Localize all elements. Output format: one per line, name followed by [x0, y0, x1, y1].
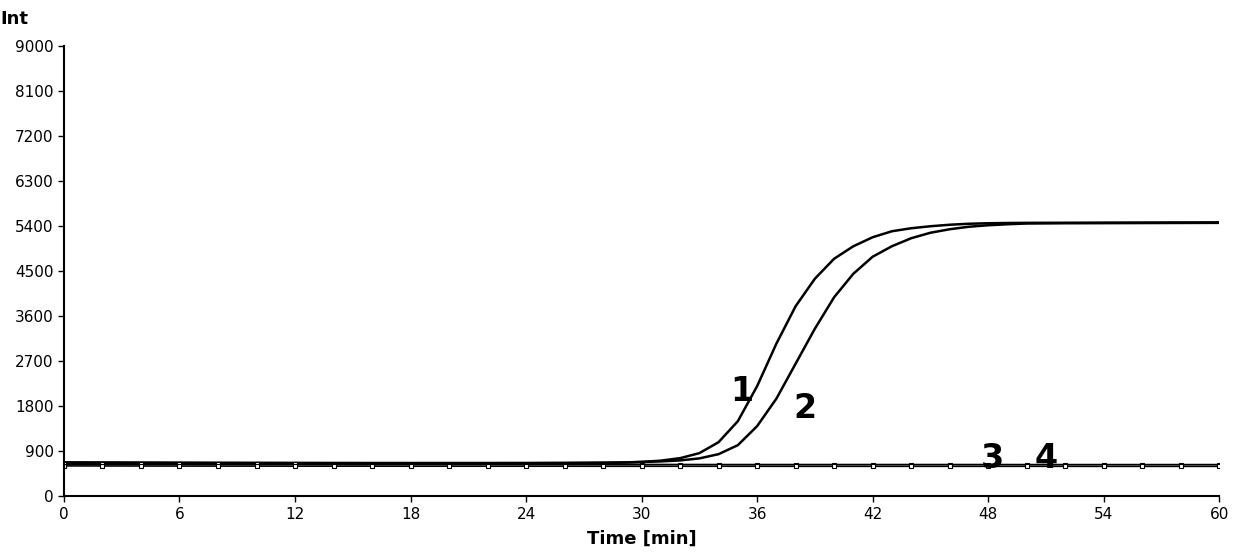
- X-axis label: Time [min]: Time [min]: [587, 530, 697, 548]
- Text: 3: 3: [981, 442, 1003, 475]
- Text: 1: 1: [730, 375, 753, 408]
- Text: 2: 2: [794, 392, 817, 425]
- Text: 4: 4: [1034, 442, 1058, 475]
- Text: Int: Int: [0, 10, 29, 29]
